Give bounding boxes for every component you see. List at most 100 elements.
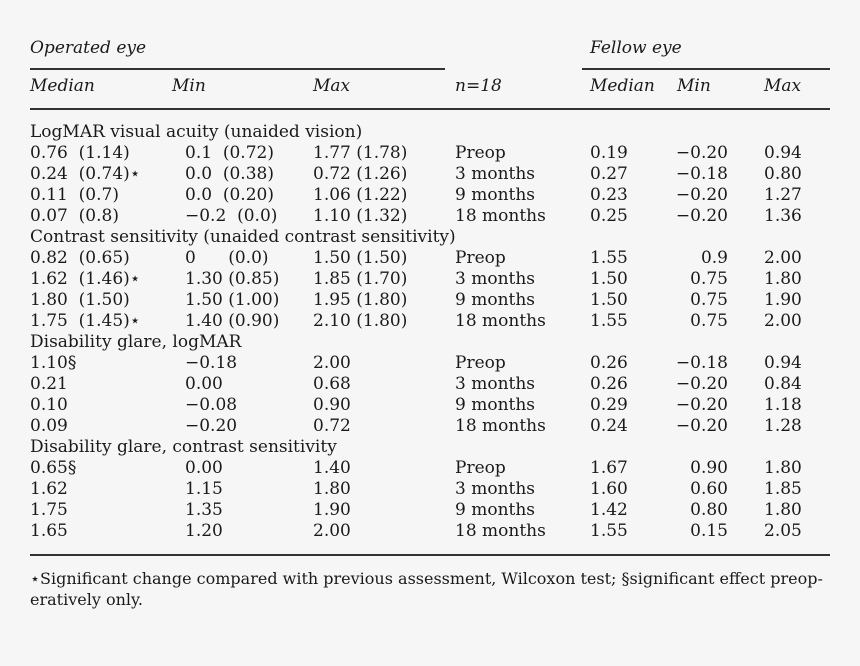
cell-fellow-min: −0.20: [675, 416, 728, 436]
cell-fellow-median: 0.26: [590, 353, 628, 373]
cell-operated-median: 0.76 (1.14): [30, 143, 130, 163]
cell-fellow-max: 1.80: [764, 269, 802, 289]
cell-operated-min: 0.0 (0.20): [185, 185, 274, 205]
cell-fellow-min: 0.15: [690, 521, 728, 541]
cell-operated-median: 0.07 (0.8): [30, 206, 119, 226]
cell-timepoint: Preop: [455, 248, 506, 268]
cell-operated-min: 1.30 (0.85): [185, 269, 280, 289]
cell-fellow-min: 0.75: [690, 290, 728, 310]
cell-fellow-max: 1.90: [764, 290, 802, 310]
cell-operated-max: 1.06 (1.22): [313, 185, 408, 205]
cell-fellow-median: 1.42: [590, 500, 628, 520]
cell-operated-min: 0.00: [185, 458, 223, 478]
cell-timepoint: 3 months: [455, 269, 536, 289]
cell-fellow-min: 0.9: [700, 248, 728, 268]
cell-fellow-median: 0.19: [590, 143, 628, 163]
cell-operated-min: 0.1 (0.72): [185, 143, 274, 163]
cell-operated-median: 1.62 (1.46)⋆: [30, 269, 141, 289]
cell-timepoint: 3 months: [455, 374, 536, 394]
cell-fellow-min: 0.75: [690, 311, 728, 331]
cell-timepoint: 3 months: [455, 479, 536, 499]
cell-operated-max: 0.90: [313, 395, 351, 415]
cell-operated-max: 1.40: [313, 458, 351, 478]
col-header-n: n=18: [455, 76, 502, 96]
cell-fellow-median: 1.50: [590, 290, 628, 310]
cell-fellow-median: 0.27: [590, 164, 628, 184]
section-title: Disability glare, logMAR: [30, 332, 242, 352]
cell-operated-max: 0.72: [313, 416, 351, 436]
cell-timepoint: 18 months: [455, 311, 546, 331]
section-title: LogMAR visual acuity (unaided vision): [30, 122, 363, 142]
cell-fellow-max: 0.80: [764, 164, 802, 184]
cell-fellow-median: 0.25: [590, 206, 628, 226]
cell-fellow-min: −0.20: [675, 185, 728, 205]
col-header-op-max: Max: [313, 76, 351, 96]
section-title: Disability glare, contrast sensitivity: [30, 437, 337, 457]
col-header-fe-max: Max: [764, 76, 802, 96]
cell-operated-min: −0.08: [185, 395, 238, 415]
cell-fellow-max: 1.85: [764, 479, 802, 499]
cell-operated-min: 1.15: [185, 479, 223, 499]
cell-fellow-max: 2.05: [764, 521, 802, 541]
cell-fellow-min: −0.20: [675, 395, 728, 415]
cell-fellow-median: 0.23: [590, 185, 628, 205]
cell-fellow-max: 1.80: [764, 500, 802, 520]
col-header-op-median: Median: [30, 76, 95, 96]
cell-operated-min: 0.00: [185, 374, 223, 394]
cell-operated-max: 1.90: [313, 500, 351, 520]
cell-operated-min: −0.18: [185, 353, 238, 373]
cell-fellow-max: 1.36: [764, 206, 802, 226]
cell-fellow-max: 1.28: [764, 416, 802, 436]
table-bottom-rule: [30, 554, 830, 556]
col-header-fe-median: Median: [590, 76, 655, 96]
cell-operated-min: 1.35: [185, 500, 223, 520]
cell-fellow-min: −0.18: [675, 164, 728, 184]
cell-fellow-median: 1.60: [590, 479, 628, 499]
cell-fellow-min: −0.20: [675, 206, 728, 226]
fellow-eye-heading: Fellow eye: [590, 38, 682, 58]
cell-operated-max: 2.00: [313, 353, 351, 373]
cell-fellow-min: −0.20: [675, 143, 728, 163]
col-header-fe-min: Min: [677, 76, 711, 96]
cell-timepoint: 18 months: [455, 416, 546, 436]
cell-fellow-median: 0.29: [590, 395, 628, 415]
cell-operated-max: 2.00: [313, 521, 351, 541]
cell-operated-min: 1.40 (0.90): [185, 311, 280, 331]
footnote: ⋆Significant change compared with previo…: [30, 569, 823, 609]
cell-fellow-median: 0.24: [590, 416, 628, 436]
cell-timepoint: 3 months: [455, 164, 536, 184]
cell-fellow-min: 0.60: [690, 479, 728, 499]
cell-operated-median: 0.21: [30, 374, 68, 394]
cell-fellow-min: 0.80: [690, 500, 728, 520]
cell-operated-median: 0.24 (0.74)⋆: [30, 164, 141, 184]
cell-operated-median: 1.80 (1.50): [30, 290, 130, 310]
cell-fellow-median: 1.67: [590, 458, 628, 478]
cell-timepoint: Preop: [455, 353, 506, 373]
cell-fellow-max: 0.94: [764, 353, 802, 373]
cell-fellow-median: 1.55: [590, 521, 628, 541]
cell-timepoint: 18 months: [455, 521, 546, 541]
cell-operated-min: 0.0 (0.38): [185, 164, 274, 184]
cell-operated-min: 0 (0.0): [185, 248, 269, 268]
cell-operated-median: 0.09: [30, 416, 68, 436]
cell-fellow-max: 2.00: [764, 248, 802, 268]
cell-operated-median: 1.65: [30, 521, 68, 541]
cell-fellow-min: 0.90: [690, 458, 728, 478]
cell-operated-median: 1.10§: [30, 353, 77, 373]
cell-operated-max: 1.77 (1.78): [313, 143, 408, 163]
cell-timepoint: 9 months: [455, 185, 536, 205]
cell-operated-max: 1.85 (1.70): [313, 269, 408, 289]
cell-operated-max: 1.80: [313, 479, 351, 499]
cell-operated-max: 0.72 (1.26): [313, 164, 408, 184]
cell-operated-median: 0.11 (0.7): [30, 185, 119, 205]
cell-timepoint: Preop: [455, 458, 506, 478]
section-title: Contrast sensitivity (unaided contrast s…: [30, 227, 456, 247]
cell-timepoint: 9 months: [455, 395, 536, 415]
cell-operated-median: 1.75 (1.45)⋆: [30, 311, 141, 331]
cell-fellow-min: 0.75: [690, 269, 728, 289]
fellow-eye-rule: [582, 68, 830, 70]
cell-fellow-min: −0.20: [675, 374, 728, 394]
cell-timepoint: 9 months: [455, 500, 536, 520]
cell-operated-min: −0.20: [185, 416, 238, 436]
cell-operated-min: −0.2 (0.0): [185, 206, 278, 226]
